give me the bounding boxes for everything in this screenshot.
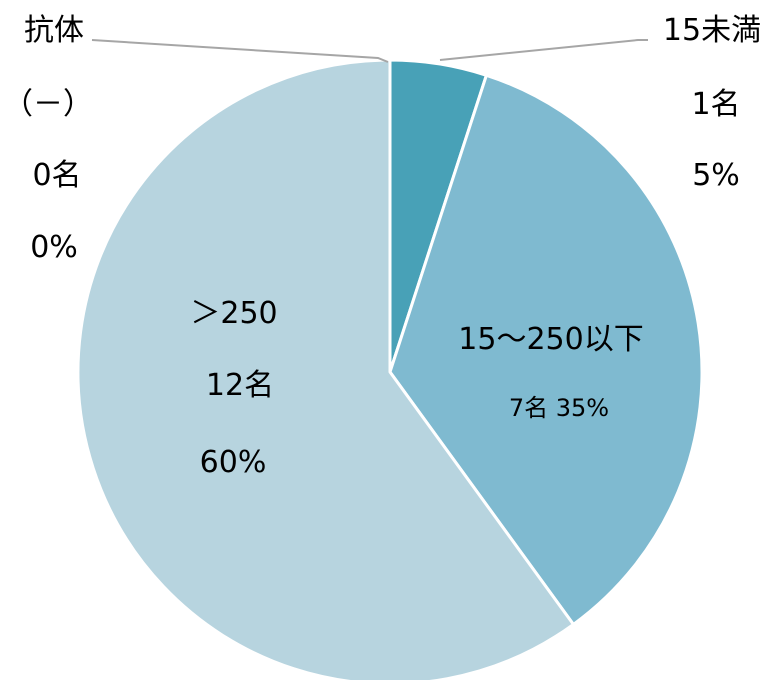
data-label-s1-line1: 15未満 xyxy=(663,13,761,48)
leader-line-s1 xyxy=(439,39,648,61)
data-label-s0-line2: （－） xyxy=(3,87,93,122)
data-label-s2-line2: 7名 35% xyxy=(509,394,609,422)
leader-lines xyxy=(91,39,648,63)
data-label-s3-line1: ＞250 xyxy=(190,296,277,331)
data-labels: 抗体 （－） 0名 0% 15未満 1名 5% 15～250以下 7名 35% … xyxy=(3,13,761,480)
data-label-s1-line2: 1名 xyxy=(691,87,740,122)
data-label-s0-line1: 抗体 xyxy=(24,13,84,48)
data-label-s0-line3: 0名 xyxy=(32,158,81,193)
data-label-s2-line1: 15～250以下 xyxy=(458,322,643,357)
pie-slice-2 xyxy=(388,73,704,626)
pie-slices xyxy=(76,58,704,684)
data-label-s3-line2: 12名 xyxy=(206,368,274,403)
data-label-s1-line3: 5% xyxy=(692,158,740,193)
data-label-s0-line4: 0% xyxy=(30,230,78,265)
leader-line-s0 xyxy=(91,39,389,63)
data-label-s3-line3: 60% xyxy=(200,445,267,480)
